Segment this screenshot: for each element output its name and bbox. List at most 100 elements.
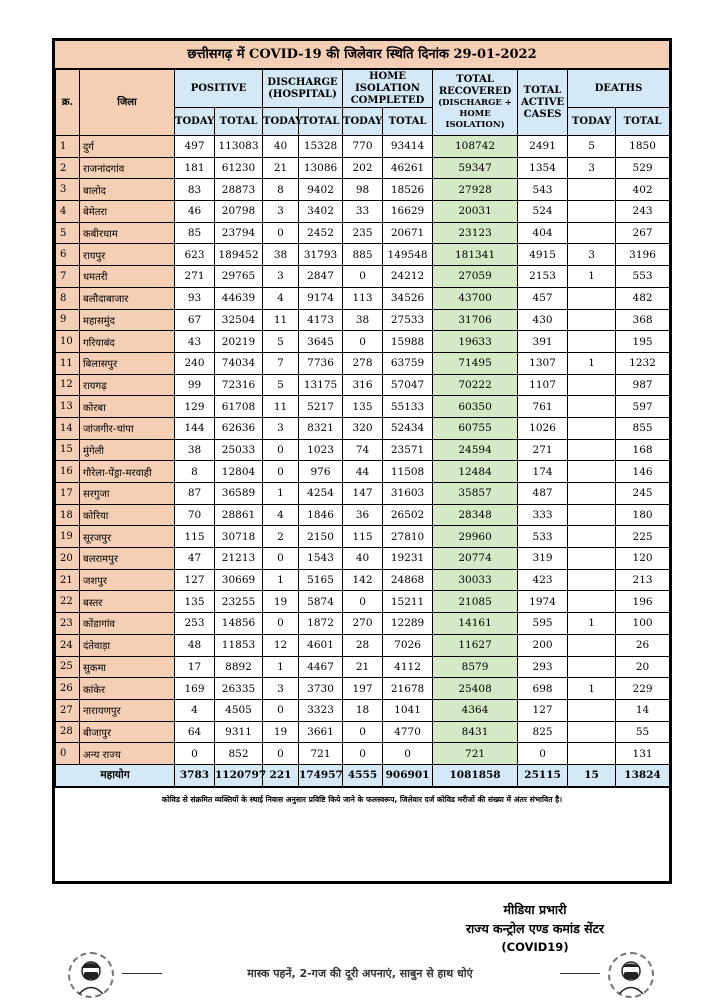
row-pos-total: 28873 bbox=[213, 178, 264, 202]
total-recovered: 1081858 bbox=[432, 763, 519, 787]
row-death-today: 3 bbox=[567, 156, 617, 180]
row-hi-today: 21 bbox=[342, 655, 384, 679]
table-row: 14 जांजगीर-चांपा 144 62636 3 8321 320 52434 6075… bbox=[55, 416, 671, 440]
row-pos-today: 115 bbox=[174, 525, 215, 549]
row-sno: 1 bbox=[55, 135, 80, 158]
row-recovered: 31706 bbox=[432, 308, 519, 332]
table-body: 1 दुर्ग 497 113083 40 15328 770 93414 108742 2491… bbox=[55, 135, 671, 765]
row-dis-today: 11 bbox=[262, 308, 300, 332]
row-recovered: 60755 bbox=[432, 416, 519, 440]
row-recovered: 27059 bbox=[432, 265, 519, 288]
row-sno: 6 bbox=[55, 243, 80, 267]
row-pos-total: 20219 bbox=[213, 330, 264, 353]
table-row: 12 रायगढ़ 99 72316 5 13175 316 57047 70222 1107 98… bbox=[55, 373, 671, 397]
row-hi-total: 63759 bbox=[382, 351, 434, 375]
row-recovered: 11627 bbox=[432, 633, 519, 657]
row-death-total: 100 bbox=[615, 612, 671, 635]
row-dis-today: 5 bbox=[262, 373, 300, 397]
mask-person-icon bbox=[68, 952, 114, 998]
row-dis-total: 1023 bbox=[298, 438, 344, 462]
row-sno: 8 bbox=[55, 286, 80, 310]
table-row: 24 दंतेवाड़ा 48 11853 12 4601 28 7026 11627 200 26 bbox=[55, 633, 671, 657]
row-pos-today: 0 bbox=[174, 742, 215, 765]
total-pos-today: 3783 bbox=[174, 763, 215, 787]
header-total: TOTAL bbox=[298, 107, 344, 136]
row-death-today: 5 bbox=[567, 135, 617, 158]
row-sno: 18 bbox=[55, 503, 80, 527]
row-pos-today: 99 bbox=[174, 373, 215, 397]
row-death-total: 3196 bbox=[615, 243, 671, 267]
total-active: 25115 bbox=[517, 763, 569, 787]
row-hi-total: 55133 bbox=[382, 395, 434, 418]
row-death-total: 131 bbox=[615, 742, 671, 765]
row-district: गौरेला-पेंड्रा-मरवाही bbox=[79, 460, 175, 483]
table-row: 26 कांकेर 169 26335 3 3730 197 21678 25408 698 1 22… bbox=[55, 677, 671, 700]
row-dis-today: 3 bbox=[262, 677, 300, 700]
row-pos-today: 271 bbox=[174, 265, 215, 288]
table-row: 13 कोरबा 129 61708 11 5217 135 55133 60350 761 597 bbox=[55, 395, 671, 418]
row-pos-today: 48 bbox=[174, 633, 215, 657]
table-row: 6 रायपुर 623 189452 38 31793 885 149548 181341 49… bbox=[55, 243, 671, 267]
row-district: सूरजपुर bbox=[79, 525, 175, 549]
row-district: राजनांदगांव bbox=[79, 156, 175, 180]
row-death-today bbox=[567, 525, 617, 549]
row-death-total: 20 bbox=[615, 655, 671, 679]
row-district: बीजापुर bbox=[79, 720, 175, 744]
row-dis-total: 2150 bbox=[298, 525, 344, 549]
header-discharge: DISCHARGE (HOSPITAL) bbox=[262, 69, 344, 108]
row-dis-today: 0 bbox=[262, 612, 300, 635]
row-death-today bbox=[567, 503, 617, 527]
row-death-total: 553 bbox=[615, 265, 671, 288]
row-dis-today: 12 bbox=[262, 633, 300, 657]
total-label: महायोग bbox=[55, 763, 175, 787]
row-death-total: 120 bbox=[615, 547, 671, 570]
row-dis-total: 5874 bbox=[298, 590, 344, 614]
row-sno: 11 bbox=[55, 351, 80, 375]
row-dis-today: 0 bbox=[262, 547, 300, 570]
row-hi-today: 44 bbox=[342, 460, 384, 483]
row-dis-today: 19 bbox=[262, 720, 300, 744]
row-active: 524 bbox=[517, 200, 569, 223]
row-sno: 16 bbox=[55, 460, 80, 483]
row-death-total: 229 bbox=[615, 677, 671, 700]
row-recovered: 59347 bbox=[432, 156, 519, 180]
row-death-today bbox=[567, 330, 617, 353]
total-dis-total: 174957 bbox=[298, 763, 344, 787]
row-pos-total: 61230 bbox=[213, 156, 264, 180]
row-sno: 5 bbox=[55, 221, 80, 245]
row-dis-total: 3645 bbox=[298, 330, 344, 353]
row-active: 4915 bbox=[517, 243, 569, 267]
row-district: कोंडागांव bbox=[79, 612, 175, 635]
row-pos-total: 23794 bbox=[213, 221, 264, 245]
row-hi-total: 23571 bbox=[382, 438, 434, 462]
row-death-today bbox=[567, 482, 617, 505]
row-hi-total: 52434 bbox=[382, 416, 434, 440]
row-recovered: 181341 bbox=[432, 243, 519, 267]
table-row: 22 बस्तर 135 23255 19 5874 0 15211 21085 1974 196 bbox=[55, 590, 671, 614]
row-death-today bbox=[567, 308, 617, 332]
row-active: 293 bbox=[517, 655, 569, 679]
row-dis-today: 8 bbox=[262, 178, 300, 202]
footnote: कोविड से संक्रमित व्यक्तियों के स्थाई नि… bbox=[55, 786, 669, 811]
row-active: 825 bbox=[517, 720, 569, 744]
report-title: छत्तीसगढ़ में COVID-19 की जिलेवार स्थिति… bbox=[55, 41, 669, 69]
row-district: बेमेतरा bbox=[79, 200, 175, 223]
row-hi-total: 4112 bbox=[382, 655, 434, 679]
signature-block: मीडिया प्रभारी राज्य कन्ट्रोल एण्ड कमांड… bbox=[395, 900, 675, 957]
row-death-today bbox=[567, 438, 617, 462]
header-today: TODAY bbox=[342, 107, 384, 136]
covid-district-table: क्र. जिला POSITIVE DISCHARGE (HOSPITAL) … bbox=[55, 69, 671, 787]
row-hi-today: 235 bbox=[342, 221, 384, 245]
row-death-today bbox=[567, 178, 617, 202]
row-dis-total: 1846 bbox=[298, 503, 344, 527]
row-death-total: 243 bbox=[615, 200, 671, 223]
row-dis-total: 4601 bbox=[298, 633, 344, 657]
header-today: TODAY bbox=[567, 107, 617, 136]
row-hi-total: 26502 bbox=[382, 503, 434, 527]
row-hi-today: 36 bbox=[342, 503, 384, 527]
row-recovered: 108742 bbox=[432, 135, 519, 158]
row-active: 1026 bbox=[517, 416, 569, 440]
row-death-total: 245 bbox=[615, 482, 671, 505]
row-sno: 2 bbox=[55, 156, 80, 180]
row-dis-today: 5 bbox=[262, 330, 300, 353]
